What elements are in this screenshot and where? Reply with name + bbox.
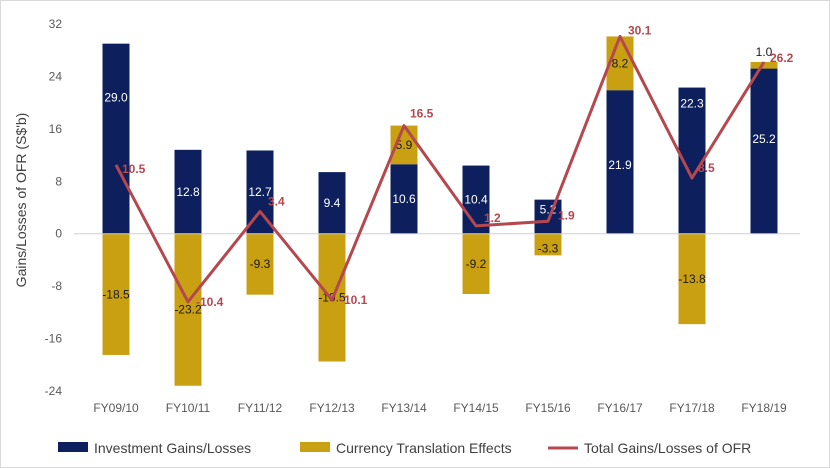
x-tick-label: FY18/19 bbox=[741, 401, 787, 415]
y-tick-label: 0 bbox=[55, 227, 62, 241]
currency-bar bbox=[678, 233, 706, 325]
currency-bar bbox=[246, 233, 274, 295]
x-tick-label: FY11/12 bbox=[238, 401, 283, 415]
total-line-layer: 10.5 -10.4 3.4 -10.1 16.5 1.2 1.9 30.1 8.5 26.2 bbox=[114, 23, 794, 309]
investment-bar bbox=[174, 149, 202, 234]
legend: Investment Gains/Losses Currency Translat… bbox=[58, 440, 751, 456]
x-tick-label: FY09/10 bbox=[93, 401, 139, 415]
total-value-label: 30.1 bbox=[628, 23, 652, 37]
x-axis: FY09/10 FY10/11 FY11/12 FY12/13 FY13/14 FY14/… bbox=[93, 401, 787, 415]
currency-value-label: -18.5 bbox=[102, 287, 130, 301]
currency-bar bbox=[462, 233, 490, 295]
total-line bbox=[114, 34, 766, 304]
currency-value-label: -9.3 bbox=[250, 257, 271, 271]
total-value-label: 10.5 bbox=[122, 162, 146, 176]
currency-value-label: 8.2 bbox=[612, 56, 629, 70]
investment-bar bbox=[318, 172, 346, 234]
legend-swatch bbox=[58, 442, 88, 452]
y-tick-label: 16 bbox=[49, 122, 63, 136]
y-tick-label: -24 bbox=[45, 384, 63, 398]
investment-bar bbox=[390, 164, 418, 234]
y-tick-label: 24 bbox=[49, 69, 63, 83]
currency-bar bbox=[534, 233, 562, 256]
y-tick-label: -8 bbox=[51, 279, 62, 293]
investment-value-label: 12.8 bbox=[176, 185, 200, 199]
investment-value-label: 21.9 bbox=[608, 158, 632, 172]
investment-value-label: 25.2 bbox=[752, 132, 776, 146]
y-axis-title: Gains/Losses of OFR (S$'b) bbox=[13, 113, 29, 288]
currency-bar bbox=[174, 233, 202, 386]
investment-value-label: 29.0 bbox=[104, 90, 128, 104]
currency-value-label: 1.0 bbox=[756, 45, 773, 59]
legend-label: Currency Translation Effects bbox=[336, 440, 512, 456]
x-tick-label: FY10/11 bbox=[166, 401, 211, 415]
currency-value-label: -9.2 bbox=[466, 257, 487, 271]
currency-value-label: -23.2 bbox=[174, 303, 202, 317]
legend-swatch bbox=[300, 442, 330, 452]
investment-bar bbox=[750, 68, 778, 234]
investment-bar bbox=[606, 90, 634, 234]
x-tick-label: FY13/14 bbox=[381, 401, 427, 415]
investment-bar bbox=[102, 43, 130, 234]
y-tick-label: 32 bbox=[49, 17, 63, 31]
currency-value-label: -3.3 bbox=[538, 242, 559, 256]
investment-bar bbox=[534, 199, 562, 234]
legend-label: Total Gains/Losses of OFR bbox=[584, 440, 751, 456]
total-value-label: 1.9 bbox=[558, 208, 575, 222]
y-tick-label: -16 bbox=[45, 332, 63, 346]
x-tick-label: FY17/18 bbox=[669, 401, 715, 415]
currency-bar bbox=[102, 233, 130, 355]
investment-value-label: 10.4 bbox=[464, 193, 488, 207]
investment-value-label: 22.3 bbox=[680, 97, 704, 111]
investment-bar bbox=[462, 165, 490, 234]
x-tick-label: FY14/15 bbox=[453, 401, 499, 415]
currency-value-label: -13.8 bbox=[678, 272, 706, 286]
y-tick-label: 8 bbox=[55, 174, 62, 188]
total-value-label: -10.1 bbox=[340, 293, 368, 307]
x-tick-label: FY12/13 bbox=[309, 401, 355, 415]
total-value-label: 1.2 bbox=[484, 211, 501, 225]
total-value-label: 8.5 bbox=[698, 161, 715, 175]
legend-label: Investment Gains/Losses bbox=[94, 440, 251, 456]
x-tick-label: FY15/16 bbox=[525, 401, 571, 415]
currency-bar bbox=[750, 62, 778, 69]
investment-bar bbox=[246, 150, 274, 234]
investment-value-label: 10.6 bbox=[392, 192, 416, 206]
investment-value-label: 9.4 bbox=[324, 196, 341, 210]
total-value-label: -10.4 bbox=[196, 295, 224, 309]
y-axis: -24 -16 -8 0 8 16 24 32 bbox=[45, 17, 63, 398]
x-tick-label: FY16/17 bbox=[597, 401, 643, 415]
currency-value-label: 5.9 bbox=[396, 138, 413, 152]
total-value-label: 3.4 bbox=[268, 194, 285, 208]
total-value-label: 26.2 bbox=[770, 51, 794, 65]
total-value-label: 16.5 bbox=[410, 107, 434, 121]
investment-value-label: 12.7 bbox=[248, 185, 272, 199]
